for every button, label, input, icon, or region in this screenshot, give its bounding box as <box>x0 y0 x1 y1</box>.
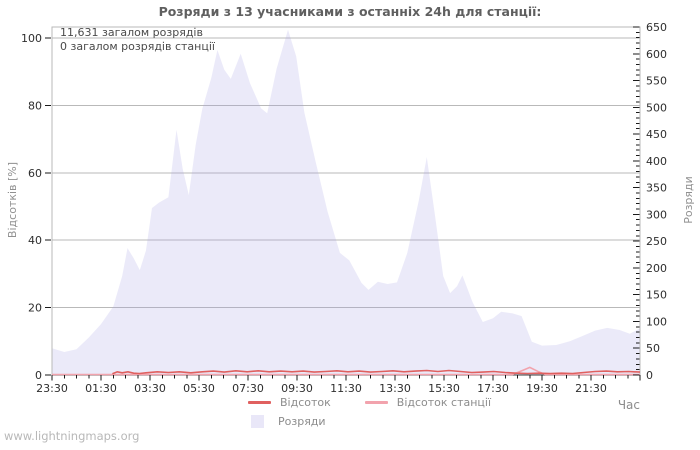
left-tick-label: 40 <box>28 234 42 247</box>
x-tick-label: 07:30 <box>232 382 264 395</box>
watermark-url: www.lightningmaps.org <box>4 429 140 443</box>
legend-label: Розряди <box>278 414 326 428</box>
station-percent-line-series <box>52 366 640 376</box>
left-axis-title: Відсотків [%] <box>6 161 19 239</box>
x-tick-label: 03:30 <box>134 382 166 395</box>
x-tick-label: 19:30 <box>526 382 558 395</box>
left-tick-label: 100 <box>21 32 42 45</box>
legend-item-station-percent: Відсоток станції <box>364 395 492 409</box>
x-tick-label: 23:30 <box>36 382 68 395</box>
x-tick-label: 05:30 <box>183 382 215 395</box>
left-tick-label: 20 <box>28 302 42 315</box>
right-axis-title: Розряди <box>682 176 695 224</box>
x-tick-label: 15:30 <box>428 382 460 395</box>
right-tick-label: 150 <box>646 289 667 302</box>
right-tick-label: 50 <box>646 342 660 355</box>
right-tick-label: 100 <box>646 316 667 329</box>
x-tick-label: 13:30 <box>379 382 411 395</box>
right-tick-label: 600 <box>646 48 667 61</box>
left-tick-label: 80 <box>28 99 42 112</box>
legend: Відсоток Відсоток станції Розряди <box>248 394 525 432</box>
right-tick-label: 650 <box>646 21 667 34</box>
x-tick-label: 11:30 <box>330 382 362 395</box>
x-axis-title: Час <box>617 398 640 412</box>
legend-item-discharges: Розряди <box>248 414 326 428</box>
x-tick-label: 21:30 <box>575 382 607 395</box>
right-tick-label: 300 <box>646 208 667 221</box>
totals-annotation: 11,631 загалом розрядів 0 загалом розряд… <box>60 26 215 54</box>
right-tick-label: 500 <box>646 101 667 114</box>
percent-line-series <box>112 369 641 375</box>
right-tick-label: 250 <box>646 235 667 248</box>
discharges-area-series <box>52 29 640 375</box>
station-percent-line-swatch <box>364 400 388 404</box>
total-discharges-text: 11,631 загалом розрядів <box>60 26 203 39</box>
right-tick-label: 200 <box>646 262 667 275</box>
right-tick-label: 350 <box>646 182 667 195</box>
x-tick-label: 01:30 <box>85 382 117 395</box>
right-tick-label: 550 <box>646 75 667 88</box>
percent-line-swatch <box>248 400 271 404</box>
x-tick-label: 09:30 <box>281 382 313 395</box>
right-tick-label: 0 <box>646 369 653 382</box>
right-tick-label: 450 <box>646 128 667 141</box>
legend-label: Відсоток станції <box>396 395 492 409</box>
station-total-text: 0 загалом розрядів станції <box>60 40 215 53</box>
right-tick-label: 400 <box>646 155 667 168</box>
chart-title: Розряди з 13 учасниками з останніх 24h д… <box>158 4 542 19</box>
discharges-area-swatch <box>251 414 264 428</box>
left-tick-label: 0 <box>35 369 42 382</box>
left-tick-label: 60 <box>28 167 42 180</box>
legend-label: Відсоток <box>280 395 331 409</box>
x-tick-label: 17:30 <box>477 382 509 395</box>
legend-item-percent: Відсоток <box>248 396 331 409</box>
